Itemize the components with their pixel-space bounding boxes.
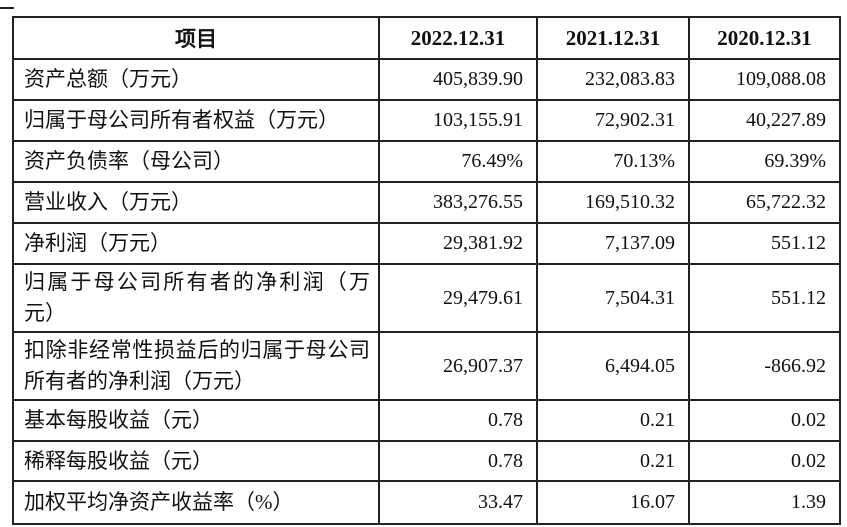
table-row-debt-ratio: 资产负债率（母公司） 76.49% 70.13% 69.39%: [12, 140, 841, 183]
value-cell: 40,227.89: [688, 99, 841, 142]
value-cell: 72,902.31: [536, 99, 690, 142]
value-cell: 7,504.31: [536, 263, 690, 333]
row-label: 资产总额（万元）: [12, 58, 380, 101]
value-cell: 551.12: [688, 222, 841, 265]
value-cell: 0.02: [688, 440, 841, 482]
value-cell: 551.12: [688, 263, 841, 333]
financial-summary-table: 项目 2022.12.31 2021.12.31 2020.12.31 资产总额…: [12, 16, 841, 525]
row-label: 稀释每股收益（元）: [12, 440, 380, 482]
value-cell: 69.39%: [688, 140, 841, 183]
table-row-weighted-roe: 加权平均净资产收益率（%） 33.47 16.07 1.39: [12, 480, 841, 525]
value-cell: 232,083.83: [536, 58, 690, 101]
value-cell: 0.78: [378, 399, 538, 442]
value-cell: 7,137.09: [536, 222, 690, 265]
value-cell: 33.47: [378, 480, 538, 525]
column-header-2021: 2021.12.31: [536, 16, 690, 60]
table-row-parent-net-profit: 归属于母公司所有者的净利润（万元） 29,479.61 7,504.31 551…: [12, 263, 841, 333]
value-cell: -866.92: [688, 331, 841, 401]
value-cell: 0.21: [536, 440, 690, 482]
value-cell: 405,839.90: [378, 58, 538, 101]
value-cell: 383,276.55: [378, 181, 538, 224]
value-cell: 76.49%: [378, 140, 538, 183]
column-header-2022: 2022.12.31: [378, 16, 538, 60]
value-cell: 65,722.32: [688, 181, 841, 224]
value-cell: 6,494.05: [536, 331, 690, 401]
row-label: 净利润（万元）: [12, 222, 380, 265]
row-label: 归属于母公司所有者的净利润（万元）: [12, 263, 380, 333]
table-row-deducted-net-profit: 扣除非经常性损益后的归属于母公司所有者的净利润（万元） 26,907.37 6,…: [12, 331, 841, 401]
value-cell: 169,510.32: [536, 181, 690, 224]
value-cell: 70.13%: [536, 140, 690, 183]
value-cell: 1.39: [688, 480, 841, 525]
row-label: 营业收入（万元）: [12, 181, 380, 224]
column-header-item: 项目: [12, 16, 380, 60]
value-cell: 29,479.61: [378, 263, 538, 333]
row-label: 归属于母公司所有者权益（万元）: [12, 99, 380, 142]
row-label: 加权平均净资产收益率（%）: [12, 480, 380, 525]
table-row-revenue: 营业收入（万元） 383,276.55 169,510.32 65,722.32: [12, 181, 841, 224]
column-header-2020: 2020.12.31: [688, 16, 841, 60]
header-row: 项目 2022.12.31 2021.12.31 2020.12.31: [12, 16, 841, 60]
value-cell: 0.21: [536, 399, 690, 442]
value-cell: 103,155.91: [378, 99, 538, 142]
table-row-total-assets: 资产总额（万元） 405,839.90 232,083.83 109,088.0…: [12, 58, 841, 101]
row-label: 基本每股收益（元）: [12, 399, 380, 442]
value-cell: 29,381.92: [378, 222, 538, 265]
value-cell: 0.02: [688, 399, 841, 442]
value-cell: 16.07: [536, 480, 690, 525]
value-cell: 26,907.37: [378, 331, 538, 401]
cropped-line-fragment: [0, 7, 14, 9]
row-label: 扣除非经常性损益后的归属于母公司所有者的净利润（万元）: [12, 331, 380, 401]
row-label: 资产负债率（母公司）: [12, 140, 380, 183]
table-row-parent-equity: 归属于母公司所有者权益（万元） 103,155.91 72,902.31 40,…: [12, 99, 841, 142]
value-cell: 0.78: [378, 440, 538, 482]
table-row-net-profit: 净利润（万元） 29,381.92 7,137.09 551.12: [12, 222, 841, 265]
table-row-diluted-eps: 稀释每股收益（元） 0.78 0.21 0.02: [12, 440, 841, 482]
value-cell: 109,088.08: [688, 58, 841, 101]
table-row-basic-eps: 基本每股收益（元） 0.78 0.21 0.02: [12, 399, 841, 442]
